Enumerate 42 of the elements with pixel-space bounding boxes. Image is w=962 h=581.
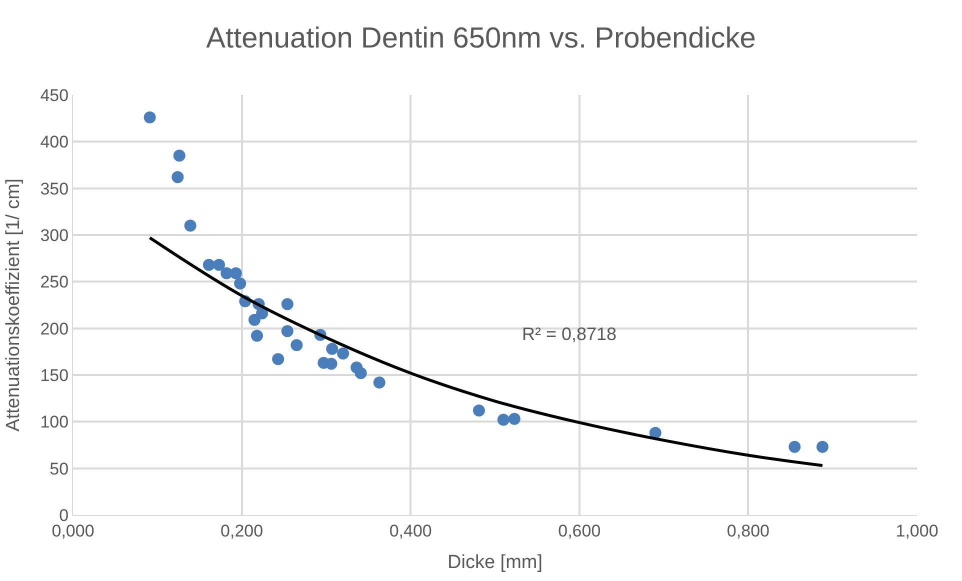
y-tick-label: 250	[40, 272, 69, 292]
point	[508, 412, 520, 425]
line-series	[148, 236, 824, 468]
chart-title: Attenuation Dentin 650nm vs. Probendicke	[206, 22, 756, 54]
x-tick-label: 0,600	[558, 521, 601, 540]
point	[281, 298, 294, 310]
point	[290, 339, 303, 352]
x-tick-label: 0,200	[220, 521, 264, 540]
y-tick-label: 50	[50, 459, 69, 478]
point	[234, 278, 246, 290]
point	[173, 150, 186, 162]
y-tick-label: 150	[40, 366, 69, 385]
point	[272, 353, 284, 366]
annotation: R² = 0,8718	[522, 324, 617, 344]
x-tick-label: 1,000	[896, 521, 938, 540]
point	[337, 348, 350, 360]
point	[354, 367, 367, 380]
x-axis-title: Dicke [mm]	[448, 552, 542, 574]
y-tick-label: 450	[40, 86, 69, 105]
point	[816, 440, 828, 453]
y-tick-label: 350	[40, 179, 69, 198]
x-tick-label: 0,400	[389, 521, 432, 540]
point	[248, 314, 260, 326]
point	[373, 376, 386, 388]
y-tick-label: 300	[40, 226, 69, 245]
point	[281, 325, 294, 338]
point	[472, 404, 485, 416]
y-tick-label: 400	[40, 132, 69, 152]
point	[788, 440, 801, 453]
y-axis-title: Attenuationskoeffizient [1/ cm]	[3, 178, 24, 432]
x-tick-label: 0,800	[726, 521, 770, 540]
y-tick-label: 100	[40, 412, 69, 432]
point	[250, 330, 263, 342]
point	[172, 171, 184, 184]
point	[326, 342, 338, 355]
point	[144, 111, 156, 124]
point	[230, 267, 242, 280]
point	[184, 220, 196, 232]
y-tick-label: 200	[40, 319, 69, 338]
point	[497, 414, 510, 426]
point	[202, 258, 215, 271]
point	[213, 258, 226, 271]
